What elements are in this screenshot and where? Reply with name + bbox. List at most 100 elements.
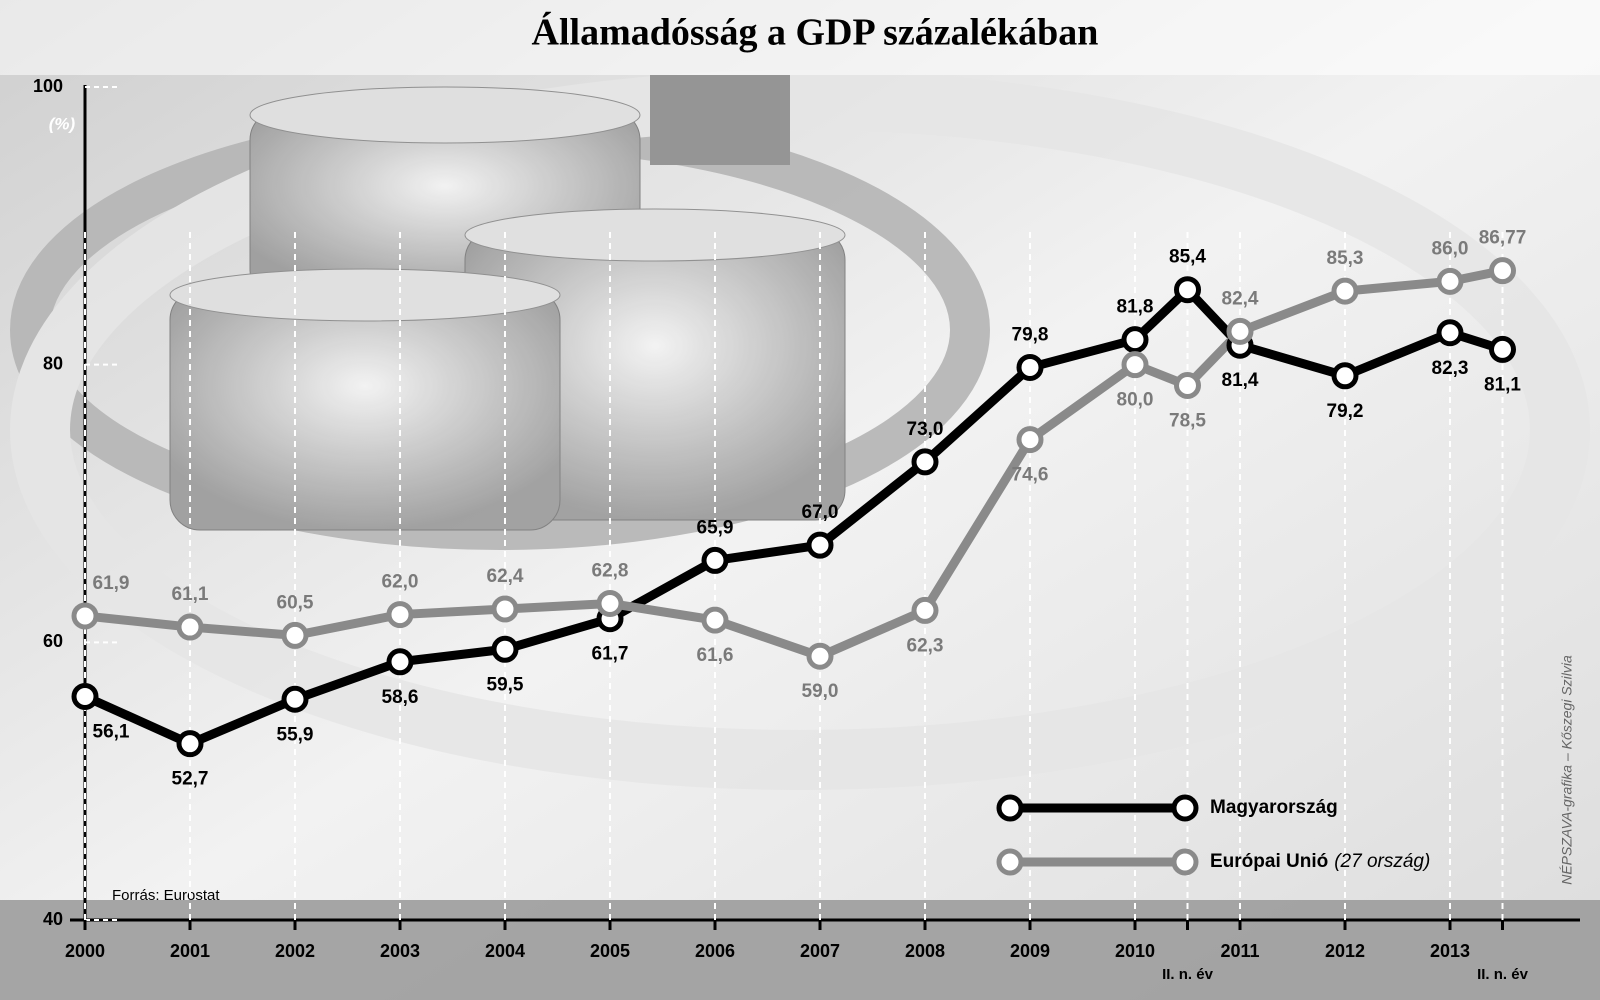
data-label: 59,5 bbox=[487, 674, 524, 695]
legend-note: (27 ország) bbox=[1334, 851, 1430, 872]
legend-name: Magyarország bbox=[1210, 797, 1338, 818]
data-label: 61,6 bbox=[697, 645, 734, 666]
point bbox=[1174, 276, 1201, 304]
x-tick-label: 2010 bbox=[1115, 941, 1155, 961]
legend-marker bbox=[996, 848, 1024, 876]
point bbox=[71, 602, 99, 630]
point bbox=[1121, 326, 1149, 354]
point bbox=[386, 648, 414, 676]
data-label: 62,4 bbox=[487, 566, 524, 587]
source: Forrás: Eurostat bbox=[112, 887, 220, 904]
point bbox=[491, 635, 519, 663]
point bbox=[806, 642, 834, 670]
data-label: 65,9 bbox=[697, 517, 734, 538]
legend-marker bbox=[996, 794, 1024, 822]
x-tick-label: 2009 bbox=[1010, 941, 1050, 961]
data-label: 85,4 bbox=[1169, 247, 1206, 268]
point bbox=[1016, 426, 1044, 454]
x-tick-label: 2013 bbox=[1430, 941, 1470, 961]
y-tick-label: 100 bbox=[33, 76, 63, 96]
point bbox=[176, 730, 204, 758]
x-tick-label: II. n. év bbox=[1477, 966, 1529, 983]
data-label: 62,0 bbox=[382, 572, 419, 593]
point bbox=[806, 531, 834, 559]
point bbox=[701, 546, 729, 574]
x-tick-label: 2012 bbox=[1325, 941, 1365, 961]
data-label: 56,1 bbox=[93, 721, 130, 742]
point bbox=[1174, 371, 1201, 399]
data-label: 86,77 bbox=[1479, 228, 1527, 249]
x-tick-label: 2003 bbox=[380, 941, 420, 961]
data-label: 79,2 bbox=[1327, 401, 1364, 422]
point bbox=[281, 621, 309, 649]
data-label: 61,9 bbox=[93, 573, 130, 594]
series-line bbox=[83, 285, 1504, 749]
data-label: 80,0 bbox=[1117, 390, 1154, 411]
chart-title: Államadósság a GDP százalékában bbox=[532, 12, 1099, 54]
point bbox=[1436, 267, 1464, 295]
x-tick-label: 2011 bbox=[1220, 941, 1259, 961]
legend-marker bbox=[1171, 794, 1199, 822]
x-tick-label: 2004 bbox=[485, 941, 525, 961]
point bbox=[596, 589, 624, 617]
credit: NÉPSZAVA-grafika – Kőszegi Szilvia bbox=[1559, 655, 1575, 885]
title-band bbox=[0, 0, 1600, 75]
point bbox=[1436, 319, 1464, 347]
x-tick-label: 2000 bbox=[65, 941, 105, 961]
point bbox=[701, 606, 729, 634]
point bbox=[71, 682, 99, 710]
y-tick-label: 60 bbox=[43, 631, 63, 651]
x-tick-label: II. n. év bbox=[1162, 966, 1214, 983]
point bbox=[911, 596, 939, 624]
x-tick-label: 2001 bbox=[170, 941, 210, 961]
data-label: 61,7 bbox=[592, 644, 629, 665]
x-tick-label: 2002 bbox=[275, 941, 315, 961]
data-label: 58,6 bbox=[382, 687, 419, 708]
data-label: 82,3 bbox=[1432, 358, 1469, 379]
point bbox=[1331, 277, 1359, 305]
x-tick-label: 2006 bbox=[695, 941, 735, 961]
y-tick-label: 80 bbox=[43, 353, 63, 373]
point bbox=[1121, 351, 1149, 379]
data-label: 78,5 bbox=[1169, 411, 1206, 432]
data-label: 81,1 bbox=[1484, 374, 1521, 395]
data-label: 52,7 bbox=[172, 769, 209, 790]
point bbox=[176, 613, 204, 641]
x-tick-label: 2005 bbox=[590, 941, 630, 961]
data-label: 81,8 bbox=[1117, 297, 1154, 318]
data-label: 67,0 bbox=[802, 502, 839, 523]
data-label: 59,0 bbox=[802, 681, 839, 702]
point bbox=[491, 595, 519, 623]
data-label: 79,8 bbox=[1012, 324, 1049, 345]
data-label: 55,9 bbox=[277, 724, 314, 745]
legend: Magyarország Európai Unió (27 ország) bbox=[996, 794, 1430, 876]
data-label: 62,8 bbox=[592, 560, 629, 581]
point bbox=[1016, 353, 1044, 381]
x-tick-label: 2008 bbox=[905, 941, 945, 961]
y-tick-label: 40 bbox=[43, 909, 63, 929]
data-label: 82,4 bbox=[1222, 288, 1259, 309]
legend-name: Európai Unió bbox=[1210, 851, 1328, 872]
data-label: 73,0 bbox=[907, 419, 944, 440]
data-label: 61,1 bbox=[172, 584, 209, 605]
data-label: 86,0 bbox=[1432, 238, 1469, 259]
decoration bbox=[0, 70, 1600, 1000]
legend-label: Magyarország bbox=[1210, 797, 1338, 818]
point bbox=[386, 601, 414, 629]
legend-marker bbox=[1171, 848, 1199, 876]
point bbox=[1489, 257, 1516, 285]
y-unit: (%) bbox=[49, 114, 76, 133]
data-label: 62,3 bbox=[907, 635, 944, 656]
point bbox=[281, 685, 309, 713]
point bbox=[1489, 335, 1516, 363]
point bbox=[1226, 317, 1254, 345]
point bbox=[911, 448, 939, 476]
point bbox=[1331, 362, 1359, 390]
data-label: 74,6 bbox=[1012, 465, 1049, 486]
legend-label: Európai Unió (27 ország) bbox=[1210, 851, 1430, 872]
series-line bbox=[84, 266, 1504, 661]
x-tick-label: 2007 bbox=[800, 941, 840, 961]
data-label: 85,3 bbox=[1327, 248, 1364, 269]
data-label: 81,4 bbox=[1222, 370, 1259, 391]
